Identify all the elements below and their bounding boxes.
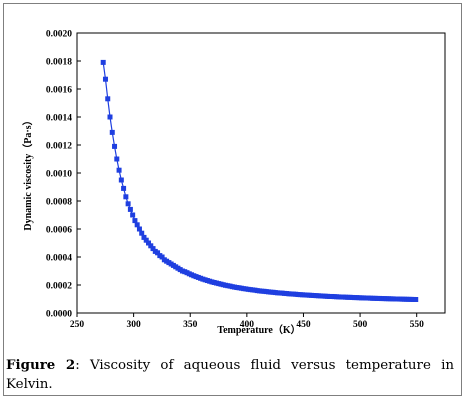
data-point	[112, 143, 118, 149]
x-tick-label: 350	[183, 320, 198, 330]
data-point	[148, 243, 154, 249]
figure-label: Figure 2	[6, 357, 76, 373]
y-tick-label: 0.0016	[46, 86, 72, 96]
data-point	[121, 185, 127, 191]
data-point	[132, 218, 138, 224]
y-tick-label: 0.0012	[46, 142, 72, 152]
data-point	[139, 230, 145, 236]
y-tick-label: 0.0002	[46, 282, 72, 292]
data-point	[109, 129, 115, 135]
data-point	[141, 234, 147, 240]
y-axis-title: Dynamic viscosity（Pa·s）	[21, 115, 34, 230]
series-viscosity	[100, 59, 419, 302]
plot-area	[76, 32, 446, 314]
data-point	[116, 167, 122, 173]
data-point	[130, 212, 136, 218]
data-point	[105, 96, 111, 102]
data-point	[118, 177, 124, 183]
figure-caption: Figure 2: Viscosity of aqueous fluid ver…	[6, 356, 454, 394]
x-tick-label: 500	[353, 320, 368, 330]
x-tick-label: 400	[240, 320, 255, 330]
x-axis-title: Temperature（K）	[217, 323, 300, 336]
x-tick-label: 550	[410, 320, 425, 330]
y-tick-label: 0.0004	[46, 254, 72, 264]
y-axis: 0.0000 0.0002 0.0004 0.0006 0.0008 0.0010 0.00…	[46, 30, 81, 320]
viscosity-chart: 250 300 350 400 450 500 550 0.0000 0.0002 0.0004…	[21, 30, 446, 336]
y-tick-label: 0.0008	[46, 198, 72, 208]
x-axis: 250 300 350 400 450 500 550	[70, 313, 424, 330]
data-point	[125, 201, 131, 207]
data-point	[146, 240, 152, 246]
x-tick-label: 450	[296, 320, 311, 330]
data-point	[114, 156, 120, 162]
data-point	[107, 114, 113, 120]
data-point	[150, 246, 156, 252]
y-tick-label: 0.0006	[46, 226, 72, 236]
y-tick-label: 0.0000	[46, 310, 72, 320]
y-tick-label: 0.0020	[46, 30, 72, 40]
data-point	[127, 206, 133, 212]
caption-text: : Viscosity of aqueous fluid versus temp…	[6, 358, 455, 392]
x-tick-label: 300	[126, 320, 141, 330]
y-tick-label: 0.0018	[46, 58, 72, 68]
x-tick-label: 250	[70, 320, 85, 330]
data-point	[102, 76, 108, 82]
data-point	[134, 222, 140, 228]
data-point	[143, 237, 149, 243]
data-point	[159, 254, 165, 260]
data-point	[100, 59, 106, 65]
y-tick-label: 0.0010	[46, 170, 72, 180]
data-point	[413, 297, 419, 302]
data-point	[136, 226, 142, 232]
data-point	[155, 250, 161, 256]
y-tick-label: 0.0014	[46, 114, 72, 124]
data-point	[123, 194, 129, 200]
